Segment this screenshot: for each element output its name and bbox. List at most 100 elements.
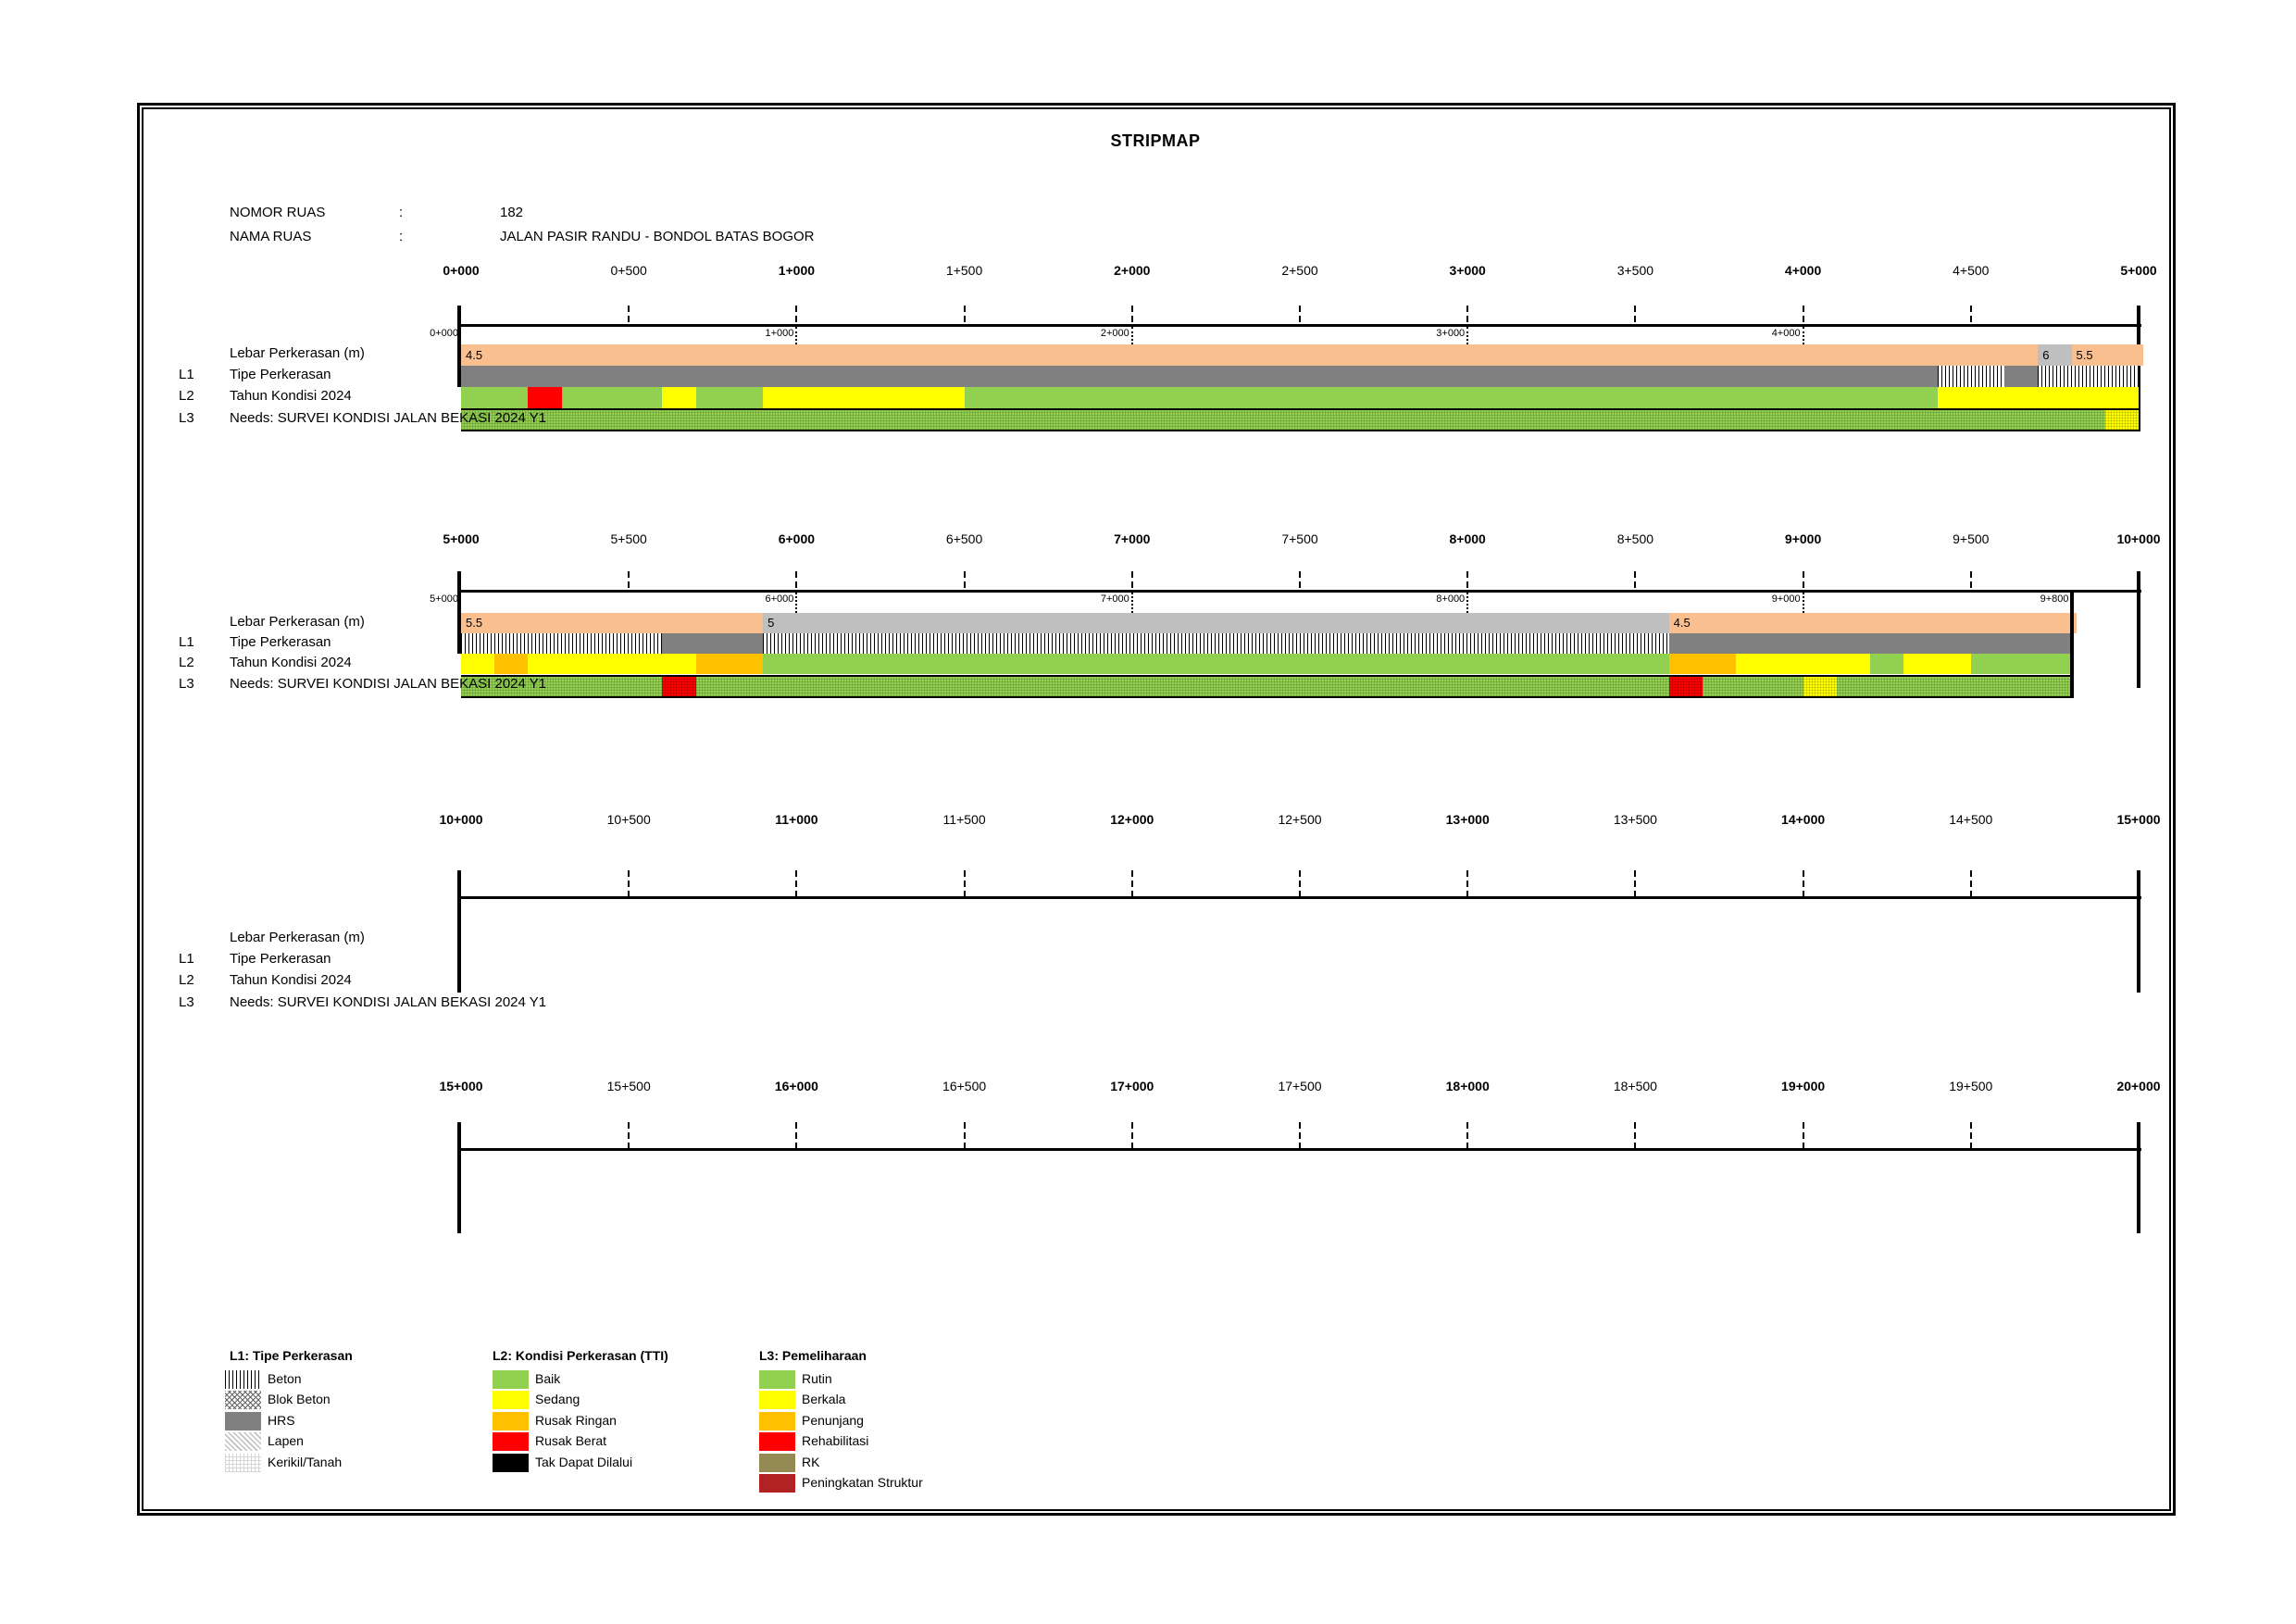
needs-segment <box>1668 677 1703 696</box>
legend-swatch-peningkatan-struktur <box>759 1474 795 1493</box>
row-label: Tahun Kondisi 2024 <box>230 388 352 404</box>
km-scale-label: 9+500 <box>1953 531 1990 546</box>
kondisi-segment <box>1870 654 1904 674</box>
needs-segment <box>1836 677 2072 696</box>
km-scale-label: 6+000 <box>778 531 816 546</box>
km-scale-label: 16+000 <box>774 1079 818 1093</box>
km-scale-label: 18+000 <box>1445 1079 1490 1093</box>
needs-segment <box>461 410 2105 430</box>
chainage-dotted-line <box>1802 327 1804 344</box>
legend-swatch-beton <box>225 1370 261 1389</box>
km-scale-label: 14+000 <box>1781 812 1826 827</box>
lebar-segment: 4.5 <box>461 344 2043 366</box>
row-label-prefix: L3 <box>179 410 194 426</box>
legend-swatch-rk <box>759 1453 795 1472</box>
row-label: Tipe Perkerasan <box>230 367 331 382</box>
page-frame-inner <box>142 107 2171 1511</box>
ruler-tick <box>1634 306 1637 324</box>
row-label-prefix: L1 <box>179 951 194 967</box>
ruler-tick <box>963 571 966 590</box>
tipe-perkerasan-segment <box>2004 366 2039 387</box>
ruler-end-tick <box>2137 870 2140 993</box>
ruler-tick <box>628 571 630 590</box>
km-scale-label: 2+000 <box>1114 263 1151 278</box>
needs-bottom-border <box>461 430 2140 431</box>
km-scale-label: 10+500 <box>606 812 651 827</box>
legend-label: Rehabilitasi <box>802 1433 869 1449</box>
km-scale-label: 5+000 <box>2120 263 2157 278</box>
legend-swatch-berkala <box>759 1391 795 1410</box>
km-scale-label: 4+000 <box>1784 263 1822 278</box>
ruler-end-tick <box>457 1122 461 1233</box>
km-scale-label: 4+500 <box>1953 263 1990 278</box>
page-frame <box>137 103 2176 1516</box>
needs-top-border <box>461 408 2140 410</box>
ruler-tick <box>1634 870 1637 896</box>
chainage-label: 3+000 <box>1436 328 1466 339</box>
ruler-tick <box>1466 870 1469 896</box>
km-scale-label: 5+500 <box>610 531 647 546</box>
legend-column-title: L3: Pemeliharaan <box>759 1348 867 1363</box>
kondisi-segment <box>695 654 764 674</box>
row-label: Tipe Perkerasan <box>230 634 331 650</box>
ruler-tick <box>628 870 630 896</box>
kondisi-segment <box>695 387 764 408</box>
km-scale-label: 19+000 <box>1781 1079 1826 1093</box>
ruler-end-tick <box>2137 1122 2140 1233</box>
legend-label: Penunjang <box>802 1412 864 1428</box>
chainage-label: 9+000 <box>1771 593 1801 605</box>
ruler-tick <box>1466 571 1469 590</box>
chainage-dotted-line <box>1466 327 1469 344</box>
chainage-label: 6+000 <box>765 593 794 605</box>
kondisi-segment <box>964 387 1938 408</box>
legend-label: Sedang <box>535 1392 580 1407</box>
ruler-tick <box>963 306 966 324</box>
chainage-label: 5+000 <box>430 593 458 605</box>
legend-label: Peningkatan Struktur <box>802 1475 923 1490</box>
tipe-perkerasan-segment <box>461 633 663 654</box>
ruler-tick <box>1802 870 1804 896</box>
km-scale-label: 9+000 <box>1784 531 1822 546</box>
legend-label: RK <box>802 1454 820 1469</box>
needs-segment <box>461 677 663 696</box>
legend-swatch-hrs <box>225 1411 261 1430</box>
row-label: Lebar Perkerasan (m) <box>230 345 365 361</box>
km-scale-label: 0+500 <box>610 263 647 278</box>
km-scale-label: 7+500 <box>1281 531 1318 546</box>
ruler-tick <box>1969 571 1972 590</box>
km-scale-label: 18+500 <box>1613 1079 1657 1093</box>
needs-segment <box>695 677 1669 696</box>
ruler-tick <box>1130 306 1133 324</box>
kondisi-segment <box>1736 654 1871 674</box>
needs-segment <box>2104 410 2139 430</box>
legend-label: Rusak Berat <box>535 1433 607 1449</box>
ruler-end-tick <box>457 870 461 993</box>
ruler-tick <box>963 1122 966 1148</box>
kondisi-segment <box>763 387 965 408</box>
ruler-tick <box>1969 306 1972 324</box>
ruler-end-tick <box>2137 306 2140 431</box>
ruler-tick <box>628 306 630 324</box>
km-scale-label: 6+500 <box>945 531 983 546</box>
legend-label: Rusak Ringan <box>535 1412 617 1428</box>
ruler-tick <box>1299 870 1301 896</box>
ruler-tick <box>795 870 798 896</box>
km-scale-label: 12+000 <box>1110 812 1154 827</box>
ruler-end-tick <box>457 571 461 654</box>
km-scale-label: 10+000 <box>439 812 483 827</box>
kondisi-segment <box>528 387 562 408</box>
km-scale-label: 15+000 <box>439 1079 483 1093</box>
km-scale-label: 8+000 <box>1449 531 1486 546</box>
needs-top-border <box>461 675 2074 677</box>
ruler-tick <box>1130 870 1133 896</box>
chainage-label: 4+000 <box>1771 328 1801 339</box>
km-scale-label: 2+500 <box>1281 263 1318 278</box>
row-label-prefix: L1 <box>179 367 194 382</box>
needs-segment <box>662 677 696 696</box>
legend-label: Lapen <box>268 1433 304 1449</box>
ruler-tick <box>1802 571 1804 590</box>
kondisi-segment <box>561 387 663 408</box>
row-label: Needs: SURVEI KONDISI JALAN BEKASI 2024 … <box>230 410 547 426</box>
km-scale-label: 1+500 <box>945 263 983 278</box>
